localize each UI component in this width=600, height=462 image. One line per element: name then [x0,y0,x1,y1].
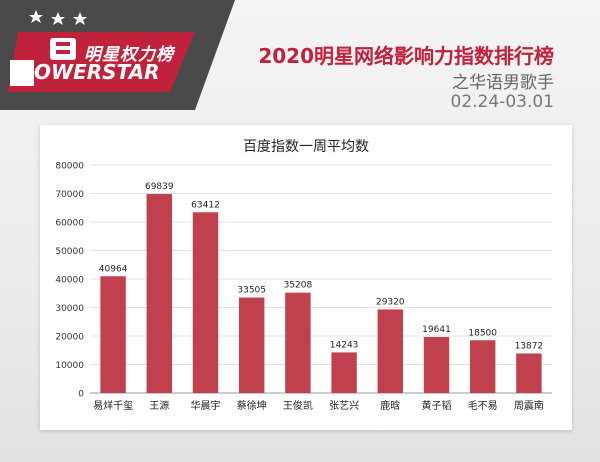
y-tick-label: 30000 [55,304,84,314]
y-tick-label: 10000 [55,361,84,371]
data-label: 14243 [330,340,359,350]
bar [377,309,404,393]
brand-name-cn: 明星权力榜 [84,45,174,65]
x-tick-label: 王俊凯 [283,399,313,412]
bar-chart: 百度指数一周平均数 0 10000 20000 30000 40000 50000 6000… [55,139,552,412]
y-tick-label: 70000 [55,190,84,200]
x-tick-label: 周震南 [514,399,544,412]
x-tick-label: 蔡徐坤 [237,399,267,412]
bar [100,276,126,393]
x-tick-label: 张艺兴 [329,400,359,412]
data-label: 63412 [191,200,220,210]
chart-panel: 百度指数一周平均数 0 10000 20000 30000 40000 50000 6000… [40,125,572,430]
star-icon [73,12,87,25]
bar [423,337,450,393]
bar [238,297,265,393]
chart-title: 百度指数一周平均数 [243,139,369,155]
data-label: 40964 [99,264,128,274]
y-tick-label: 0 [78,390,84,400]
bar [192,212,219,393]
star-icon [51,12,65,25]
bar [331,352,357,393]
date-range: 02.24-03.01 [450,92,554,112]
data-label: 13872 [515,341,544,351]
data-label: 33505 [237,286,266,296]
page-title: 2020明星网络影响力指数排行榜 [258,44,554,68]
data-label: 69839 [145,182,174,192]
brand-name-en: OWERSTAR [34,60,160,84]
bar [469,340,496,393]
fist-logo-icon [10,38,76,86]
x-tick-label: 华晨宇 [191,399,221,412]
page-subtitle: 之华语男歌手 [452,73,554,93]
y-tick-label: 50000 [55,247,84,257]
bar [146,193,173,393]
x-tick-label: 鹿晗 [380,399,400,412]
x-tick-label: 易烊千玺 [93,399,133,412]
data-label: 29320 [376,297,405,307]
y-tick-label: 80000 [55,162,84,172]
header-banner [0,0,235,110]
y-tick-label: 60000 [55,219,84,229]
bar [516,353,542,393]
bar [285,292,311,393]
y-tick-label: 40000 [55,276,84,286]
star-icon [29,10,43,23]
x-tick-label: 毛不易 [468,400,498,412]
x-tick-label: 王源 [149,399,169,412]
data-label: 19641 [422,325,451,335]
data-label: 18500 [468,328,497,338]
data-label: 35208 [284,281,313,291]
x-tick-label: 黄子韬 [422,399,452,412]
y-tick-label: 20000 [55,333,84,343]
